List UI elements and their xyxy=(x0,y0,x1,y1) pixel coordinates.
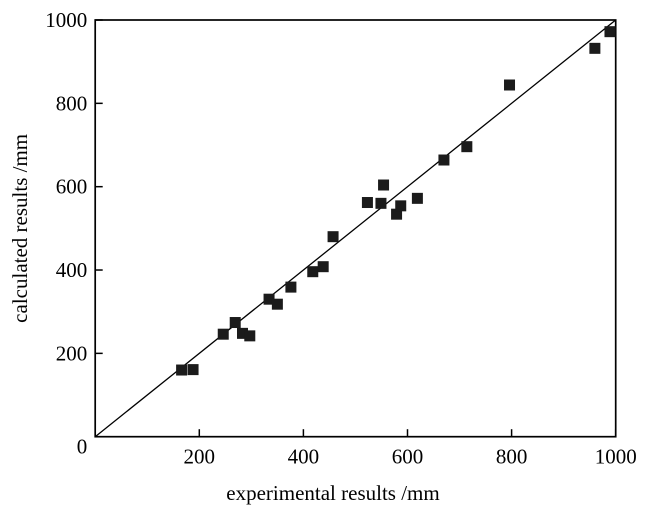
x-tick-label: 400 xyxy=(288,445,320,469)
y-tick-label: 400 xyxy=(56,258,88,282)
data-point xyxy=(217,328,229,340)
data-point xyxy=(438,154,450,166)
data-point xyxy=(604,26,616,38)
data-point xyxy=(285,281,297,293)
data-point xyxy=(187,364,199,376)
identity-line xyxy=(94,19,617,438)
x-tick-label: 1000 xyxy=(595,445,637,469)
data-point xyxy=(271,298,283,310)
data-point xyxy=(176,364,188,376)
data-point xyxy=(327,231,339,243)
plot-border xyxy=(94,19,617,438)
x-tick-label: 200 xyxy=(184,445,216,469)
data-point xyxy=(395,200,407,212)
data-point xyxy=(317,261,329,273)
x-tick-label: 600 xyxy=(392,445,424,469)
data-point xyxy=(411,192,423,204)
y-tick-label: 600 xyxy=(56,175,88,199)
data-point xyxy=(391,208,403,220)
y-tick-label: 200 xyxy=(56,341,88,365)
x-tick-label: 800 xyxy=(496,445,528,469)
data-point xyxy=(361,197,373,209)
data-point xyxy=(237,327,249,339)
y-axis-title: calculated results /mm xyxy=(8,134,32,323)
origin-tick-label: 0 xyxy=(77,435,88,459)
data-point xyxy=(307,266,319,278)
y-tick-label: 1000 xyxy=(45,8,87,32)
data-point xyxy=(263,293,275,305)
data-point xyxy=(229,317,241,329)
data-point xyxy=(504,79,516,91)
data-point xyxy=(378,179,390,191)
data-point xyxy=(244,330,256,342)
data-point xyxy=(589,42,601,54)
data-point xyxy=(461,141,473,153)
data-point xyxy=(375,197,387,209)
y-tick-label: 800 xyxy=(56,91,88,115)
x-axis-title: experimental results /mm xyxy=(226,481,439,505)
